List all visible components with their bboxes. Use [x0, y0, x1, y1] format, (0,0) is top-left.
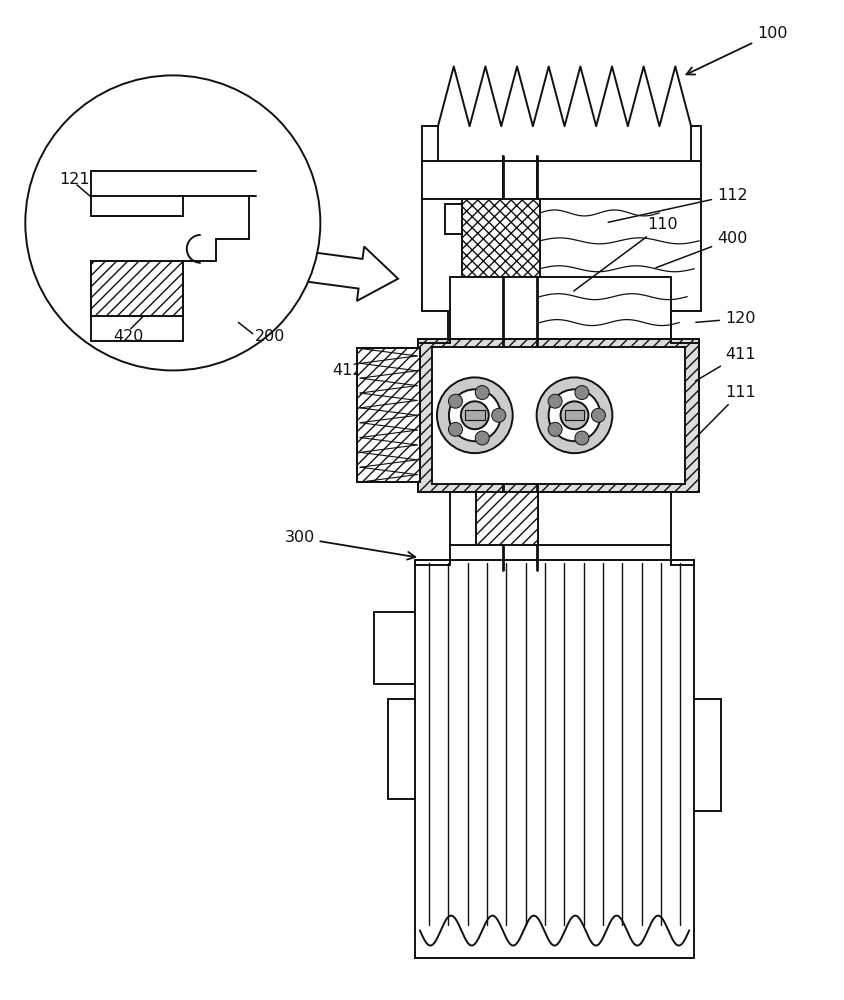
- Text: 100: 100: [685, 26, 787, 75]
- Circle shape: [25, 75, 320, 370]
- FancyArrow shape: [246, 244, 398, 301]
- Text: 300: 300: [284, 530, 414, 560]
- Circle shape: [574, 431, 588, 445]
- Circle shape: [548, 422, 561, 436]
- Circle shape: [560, 401, 587, 429]
- Bar: [418, 339, 698, 492]
- Bar: [357, 348, 419, 482]
- Bar: [357, 348, 419, 482]
- Circle shape: [448, 422, 462, 436]
- Circle shape: [448, 389, 500, 441]
- Circle shape: [474, 386, 489, 400]
- Circle shape: [491, 408, 505, 422]
- Bar: [462, 199, 539, 277]
- Bar: [445, 204, 462, 234]
- Text: 411: 411: [695, 347, 755, 381]
- Circle shape: [448, 394, 462, 408]
- Text: 400: 400: [655, 231, 747, 268]
- Bar: [475, 492, 537, 545]
- Circle shape: [474, 431, 489, 445]
- Bar: [564, 410, 584, 420]
- Circle shape: [460, 401, 488, 429]
- Text: 200: 200: [518, 415, 647, 433]
- Circle shape: [436, 377, 512, 453]
- Circle shape: [548, 389, 600, 441]
- Text: 120: 120: [695, 311, 755, 326]
- Text: 200: 200: [254, 329, 284, 344]
- Circle shape: [536, 377, 612, 453]
- Text: 121: 121: [59, 172, 89, 187]
- Bar: [418, 339, 698, 492]
- Text: 412: 412: [332, 363, 387, 378]
- Bar: [464, 410, 484, 420]
- Circle shape: [548, 394, 561, 408]
- Text: 111: 111: [695, 385, 755, 438]
- Text: 420: 420: [113, 329, 143, 344]
- Text: 110: 110: [573, 217, 677, 291]
- Circle shape: [591, 408, 604, 422]
- Text: 112: 112: [608, 188, 747, 222]
- Bar: [431, 347, 684, 484]
- Bar: [91, 261, 182, 316]
- Circle shape: [574, 386, 588, 400]
